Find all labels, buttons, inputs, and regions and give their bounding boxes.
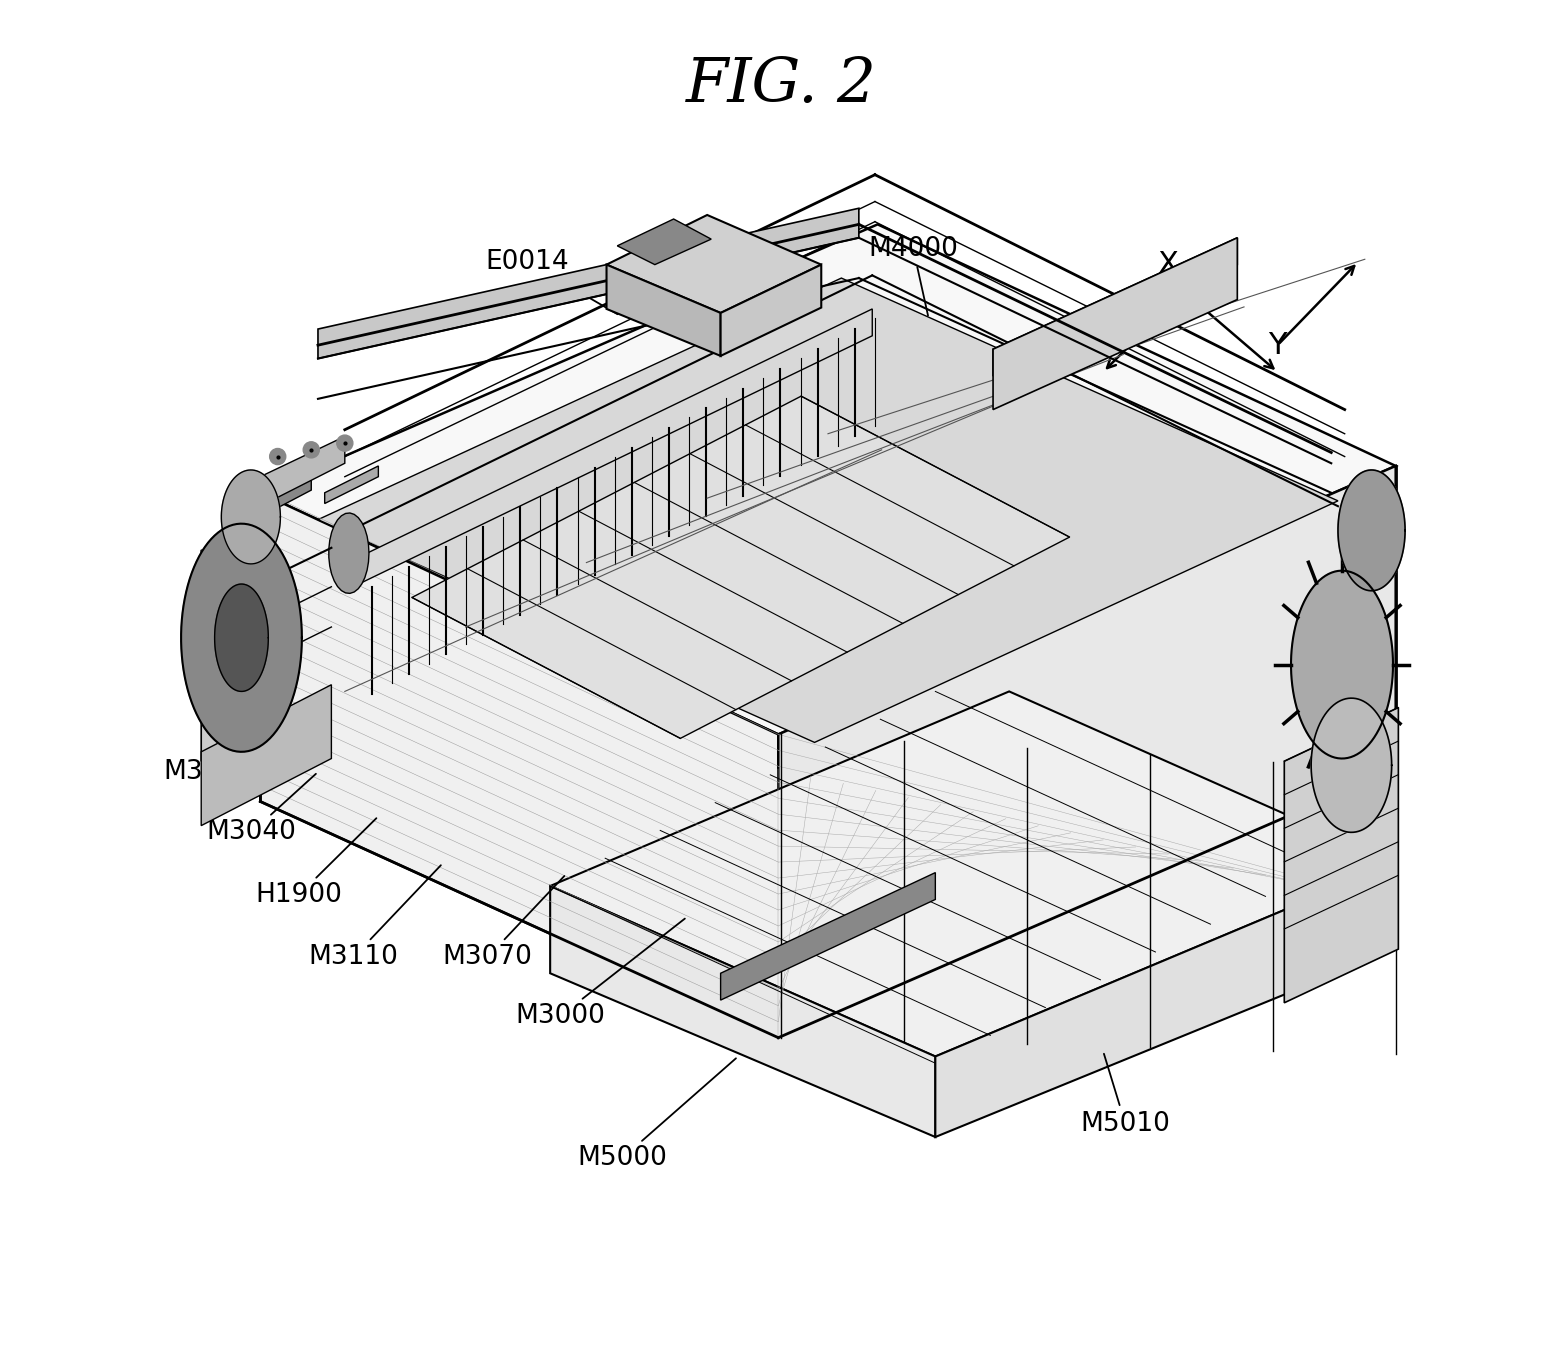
Polygon shape [181,523,301,751]
Polygon shape [330,513,369,594]
Text: E0014: E0014 [486,250,617,315]
Polygon shape [319,278,1339,743]
Polygon shape [214,584,269,692]
Circle shape [303,442,319,458]
Text: M3000: M3000 [515,918,684,1029]
Polygon shape [778,466,1396,1037]
Polygon shape [261,224,1396,735]
Polygon shape [1292,571,1393,758]
Polygon shape [412,396,1070,739]
Polygon shape [222,471,281,564]
Text: FIG. 2: FIG. 2 [686,54,876,115]
Polygon shape [550,692,1396,1056]
Polygon shape [720,264,822,355]
Polygon shape [261,437,345,506]
Polygon shape [201,521,264,761]
Polygon shape [325,466,378,503]
Polygon shape [550,885,936,1136]
Polygon shape [720,873,936,1001]
Polygon shape [1311,698,1392,833]
Text: H1900: H1900 [255,818,376,909]
Polygon shape [261,464,311,517]
Polygon shape [993,237,1237,376]
Polygon shape [319,209,859,358]
Polygon shape [617,220,711,264]
Polygon shape [936,864,1396,1136]
Text: M5000: M5000 [576,1058,736,1172]
Polygon shape [1339,471,1406,591]
Text: M3110: M3110 [309,865,440,970]
Polygon shape [993,237,1237,410]
Circle shape [337,435,353,452]
Text: M5010: M5010 [1081,1054,1170,1136]
Polygon shape [1284,708,1398,1003]
Polygon shape [261,492,778,1037]
Text: M4000: M4000 [868,236,958,316]
Polygon shape [201,685,331,826]
Polygon shape [345,309,872,591]
Text: Y: Y [1268,331,1287,359]
Text: M3060: M3060 [164,731,262,785]
Polygon shape [606,216,822,313]
Circle shape [270,449,286,465]
Polygon shape [606,264,720,355]
Text: M3070: M3070 [442,876,564,970]
Text: M3040: M3040 [206,774,316,845]
Text: X: X [1157,250,1178,279]
